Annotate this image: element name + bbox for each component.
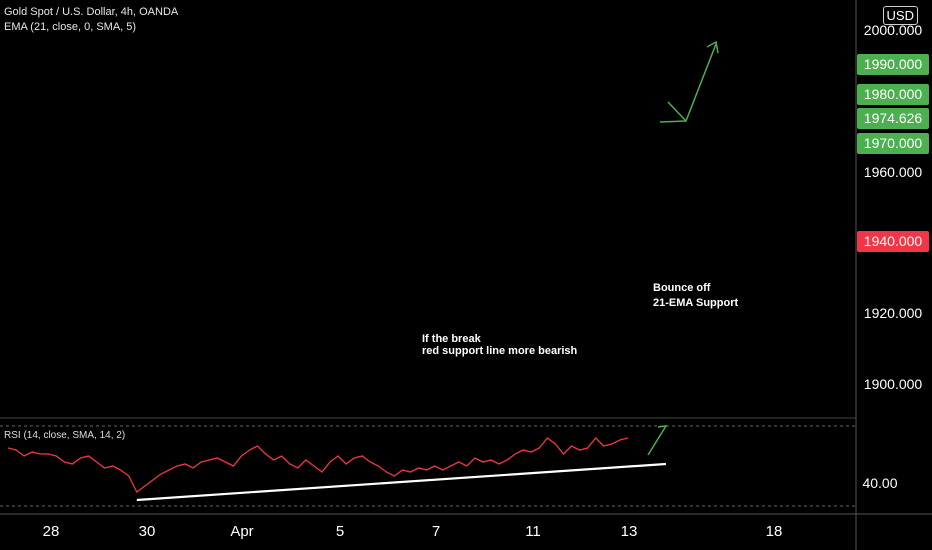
rsi-tick: 40.00 [862,475,897,491]
annotation-2: If the break [422,333,482,345]
price-label-bg [857,108,929,129]
text-layer: RESISTANCE ZONESUPPORT ZONETP 2TP 1Bounc… [422,282,738,357]
rsi-pane: RSI (14, close, SMA, 14, 2) [0,417,856,507]
rsi-line [7,437,629,493]
price-label-bg [857,133,929,154]
price-label-bg [857,54,929,75]
rsi-trendline [136,462,666,502]
price-label-last: 1974.626 [864,110,923,126]
price-label-tp2: 1990.000 [864,56,923,72]
time-tick: Apr [230,523,253,540]
rsi-arrow [647,425,668,456]
projection-path [659,43,717,123]
projection-left [667,101,687,122]
time-tick: 7 [432,523,440,540]
time-tick: 28 [43,523,60,540]
annotation-1: 21-EMA Support [653,297,738,309]
price-label-sup: 1940.000 [864,233,923,249]
time-tick: 11 [525,523,541,540]
price-label-res: 1970.000 [864,135,923,151]
currency-button[interactable]: USD [882,6,918,25]
price-tick: 1920.000 [864,305,923,321]
annotation-3: red support line more bearish [422,345,578,357]
price-label-bg [857,231,929,252]
annotation-0: Bounce off [653,282,711,294]
time-tick: 5 [336,523,344,540]
time-tick: 18 [766,523,783,540]
rsi-title: RSI (14, close, SMA, 14, 2) [4,430,125,441]
price-tick: 1960.000 [864,164,923,180]
projection-head [706,40,719,54]
projection-arrow [659,40,719,123]
price-label-tp1: 1980.000 [864,86,923,102]
price-tick: 2000.000 [864,22,923,38]
time-tick: 13 [621,523,638,540]
price-label-bg [857,84,929,105]
symbol-title: Gold Spot / U.S. Dollar, 4h, OANDA [4,6,179,18]
ema-title: EMA (21, close, 0, SMA, 5) [4,21,137,33]
price-tick: 1900.000 [864,376,923,392]
time-tick: 30 [139,523,156,540]
